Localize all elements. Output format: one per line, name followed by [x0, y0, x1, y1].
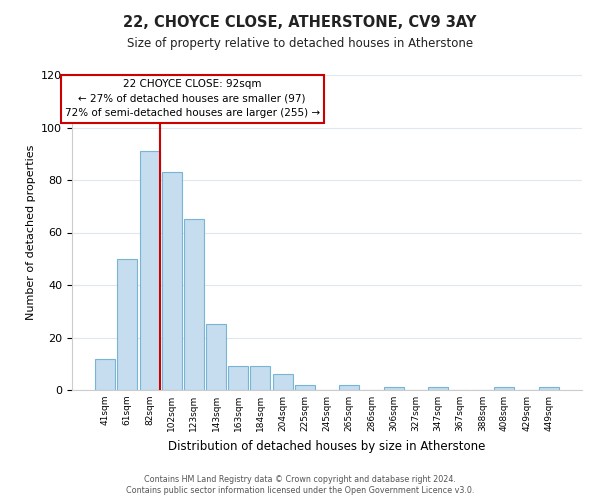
Bar [383, 388, 404, 390]
Text: 22 CHOYCE CLOSE: 92sqm
← 27% of detached houses are smaller (97)
72% of semi-det: 22 CHOYCE CLOSE: 92sqm ← 27% of detached… [65, 79, 320, 118]
Bar [339, 385, 359, 390]
Bar [140, 151, 160, 390]
Bar [162, 172, 182, 390]
Bar [228, 366, 248, 390]
Bar [184, 220, 204, 390]
X-axis label: Distribution of detached houses by size in Atherstone: Distribution of detached houses by size … [169, 440, 485, 452]
Text: 22, CHOYCE CLOSE, ATHERSTONE, CV9 3AY: 22, CHOYCE CLOSE, ATHERSTONE, CV9 3AY [124, 15, 476, 30]
Text: Contains HM Land Registry data © Crown copyright and database right 2024.: Contains HM Land Registry data © Crown c… [144, 475, 456, 484]
Bar [428, 388, 448, 390]
Bar [272, 374, 293, 390]
Bar [295, 385, 315, 390]
Bar [206, 324, 226, 390]
Bar [494, 388, 514, 390]
Bar [250, 366, 271, 390]
Bar [539, 388, 559, 390]
Text: Size of property relative to detached houses in Atherstone: Size of property relative to detached ho… [127, 38, 473, 51]
Bar [118, 259, 137, 390]
Y-axis label: Number of detached properties: Number of detached properties [26, 145, 35, 320]
Bar [95, 358, 115, 390]
Text: Contains public sector information licensed under the Open Government Licence v3: Contains public sector information licen… [126, 486, 474, 495]
